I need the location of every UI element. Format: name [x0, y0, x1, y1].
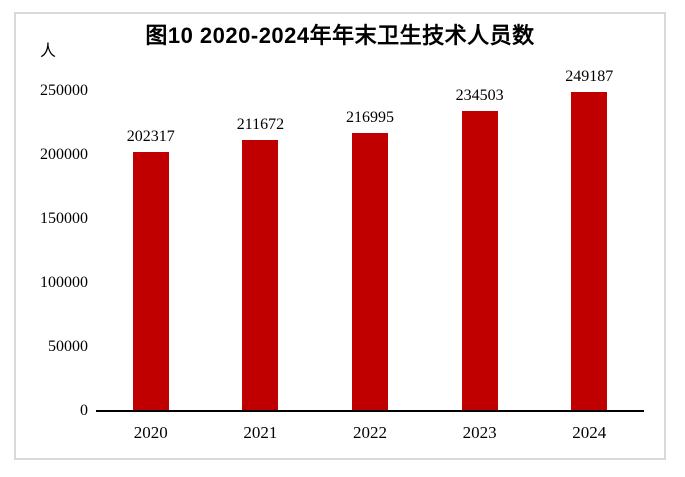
bar-value-label: 249187 — [565, 68, 614, 85]
x-category-label: 2021 — [243, 423, 278, 442]
y-tick-label: 200000 — [40, 146, 88, 163]
x-category-label: 2022 — [353, 423, 387, 442]
chart-frame-border — [14, 12, 666, 460]
bar — [352, 133, 388, 411]
bar-value-label: 202317 — [126, 128, 175, 145]
y-tick-label: 150000 — [40, 210, 88, 227]
bar — [242, 140, 279, 411]
y-tick-label: 0 — [80, 402, 88, 419]
bar-value-label: 234503 — [455, 87, 504, 104]
x-category-label: 2020 — [133, 423, 168, 442]
y-axis-unit-label: 人 — [40, 43, 57, 60]
x-category-label: 2024 — [572, 423, 607, 442]
x-axis-line — [96, 410, 644, 412]
bar — [571, 92, 608, 411]
bar-value-label: 211672 — [236, 116, 285, 133]
bar — [132, 152, 169, 411]
bar-value-label: 216995 — [346, 109, 394, 126]
bar — [461, 111, 498, 411]
chart-title: 图10 2020-2024年年末卫生技术人员数 — [145, 23, 535, 48]
x-category-label: 2023 — [462, 423, 497, 442]
y-tick-label: 250000 — [40, 82, 88, 99]
y-tick-label: 50000 — [48, 338, 88, 355]
y-tick-label: 100000 — [40, 274, 88, 291]
